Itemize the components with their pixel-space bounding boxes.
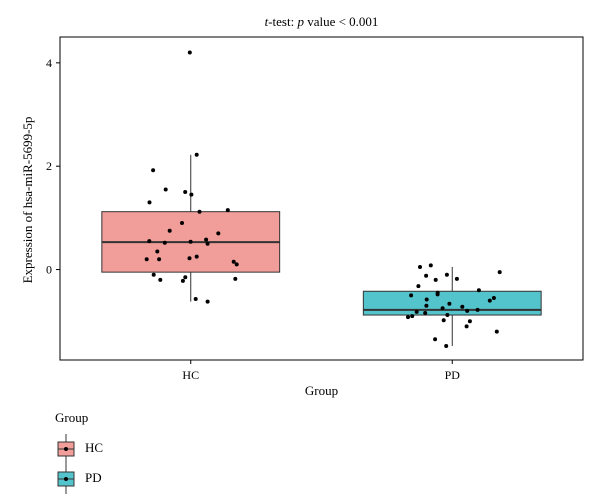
data-point [205, 241, 210, 246]
data-point [444, 272, 449, 277]
y-tick-label: 4 [46, 56, 52, 70]
title-value: value < 0.001 [303, 14, 379, 29]
data-point [189, 192, 194, 197]
data-point [188, 239, 193, 244]
legend: Group HC PD [55, 410, 103, 494]
data-point [410, 314, 415, 319]
chart-title: t-test: p value < 0.001 [60, 14, 583, 30]
x-axis-label: Group [304, 383, 339, 398]
data-point [433, 337, 438, 342]
data-point [155, 249, 160, 254]
data-point [187, 50, 192, 55]
data-point [475, 307, 480, 312]
data-point [163, 187, 168, 192]
data-point [157, 257, 162, 262]
data-point [233, 276, 238, 281]
box-pd [362, 290, 542, 316]
data-point [162, 240, 167, 245]
data-point [445, 313, 450, 317]
data-point [464, 324, 469, 329]
data-point [167, 228, 172, 233]
title-test: -test: [268, 14, 298, 29]
y-tick-label: 0 [46, 263, 52, 277]
data-point [187, 256, 192, 261]
legend-key-pd [57, 464, 75, 494]
data-point [435, 292, 440, 297]
data-point [197, 209, 202, 214]
data-point [491, 296, 496, 300]
data-point [428, 263, 433, 268]
data-point [183, 190, 188, 194]
data-point [487, 298, 492, 303]
data-point [216, 231, 221, 236]
data-point [441, 318, 446, 323]
legend-title: Group [55, 410, 89, 425]
data-point [180, 221, 184, 225]
data-point [183, 275, 188, 280]
data-point [147, 239, 152, 244]
data-point [424, 303, 429, 308]
data-point [440, 306, 445, 311]
x-tick-label: HC [182, 368, 199, 382]
data-point [423, 311, 428, 315]
data-point [414, 309, 419, 314]
data-point [151, 168, 156, 173]
data-point [234, 262, 239, 267]
data-point [409, 293, 414, 298]
data-point [193, 297, 198, 301]
y-tick-label: 2 [46, 159, 52, 173]
data-point [416, 284, 421, 289]
data-point [494, 329, 499, 334]
title-p: p [297, 14, 304, 29]
data-point [497, 270, 502, 275]
data-point [476, 288, 481, 293]
plot-panel [59, 36, 584, 361]
data-point [194, 152, 199, 157]
data-point [231, 259, 236, 264]
data-point [424, 273, 429, 278]
data-point [151, 272, 156, 277]
x-tick-label: PD [445, 368, 461, 382]
data-point [180, 278, 185, 283]
data-point [144, 257, 149, 262]
title-t: t [264, 14, 269, 29]
legend-item-pd: PD [55, 464, 102, 494]
data-point [465, 308, 470, 313]
legend-item-hc: HC [55, 434, 103, 464]
data-point [444, 344, 449, 348]
data-point [460, 304, 465, 309]
data-point [158, 277, 163, 282]
data-point [467, 319, 472, 324]
data-point [418, 265, 422, 269]
legend-label-hc: HC [85, 440, 104, 455]
data-point [424, 297, 429, 302]
legend-key-hc [57, 434, 75, 464]
data-point [447, 301, 452, 306]
data-point [194, 254, 199, 259]
data-point [225, 208, 230, 213]
data-point [205, 299, 210, 304]
data-point [204, 237, 209, 242]
data-point [147, 200, 152, 205]
data-point [406, 315, 410, 320]
data-point [433, 277, 438, 282]
legend-label-pd: PD [85, 470, 102, 485]
data-point [454, 276, 459, 281]
